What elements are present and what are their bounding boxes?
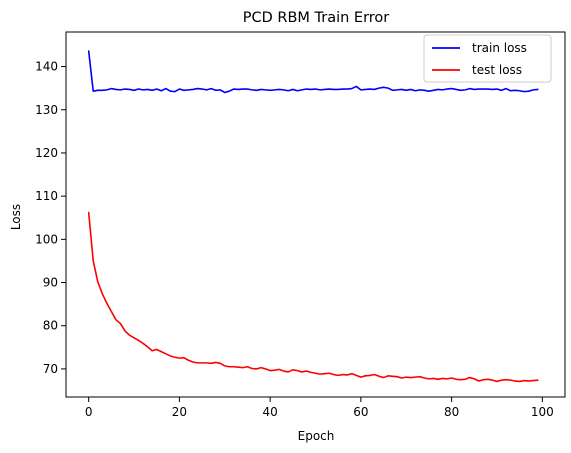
y-tick-label: 130 xyxy=(35,103,58,117)
x-axis: 0 20 40 60 80 100 xyxy=(85,397,554,419)
plot-area xyxy=(65,31,566,398)
x-tick-label: 80 xyxy=(444,405,459,419)
series-line-test-loss xyxy=(87,211,539,383)
chart-title: PCD RBM Train Error xyxy=(243,10,390,26)
y-tick-label: 70 xyxy=(43,362,58,376)
y-axis: 70 80 90 100 110 120 130 140 xyxy=(35,60,66,376)
legend-label-test-loss: test loss xyxy=(472,63,522,77)
x-tick-label: 100 xyxy=(531,405,554,419)
y-tick-label: 120 xyxy=(35,146,58,160)
y-tick-label: 90 xyxy=(43,276,58,290)
y-tick-label: 140 xyxy=(35,60,58,74)
x-tick-label: 0 xyxy=(85,405,93,419)
x-tick-label: 60 xyxy=(353,405,368,419)
series-line-train-loss xyxy=(87,50,539,94)
x-tick-label: 40 xyxy=(262,405,277,419)
x-axis-label: Epoch xyxy=(298,429,335,443)
y-tick-label: 80 xyxy=(43,319,58,333)
x-tick-label: 20 xyxy=(172,405,187,419)
series-layer xyxy=(87,50,539,383)
legend: train loss test loss xyxy=(423,34,552,83)
y-axis-label: Loss xyxy=(9,204,23,230)
axes-frame xyxy=(65,31,566,398)
y-tick-label: 110 xyxy=(35,189,58,203)
legend-label-train-loss: train loss xyxy=(472,41,527,55)
y-tick-label: 100 xyxy=(35,232,58,246)
